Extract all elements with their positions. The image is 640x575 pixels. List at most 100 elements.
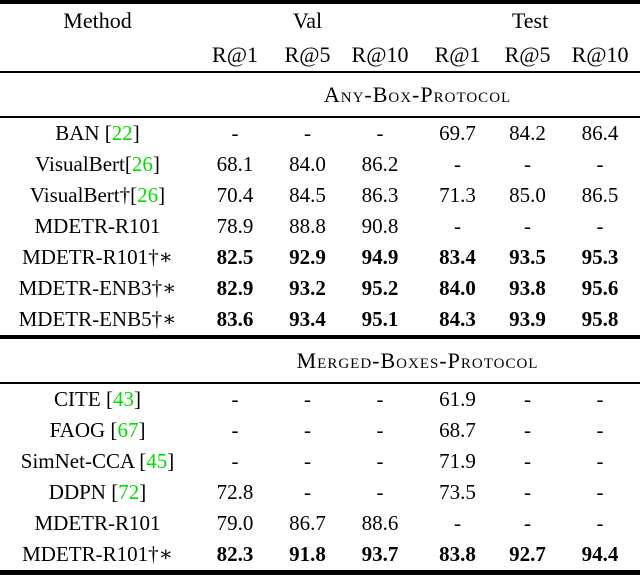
method-name: VisualBert†[ <box>29 183 138 207</box>
method-cell: DDPN [72] <box>0 477 195 508</box>
table-row: MDETR-ENB5†∗ 83.6 93.4 95.1 84.3 93.9 95.8 <box>0 304 640 337</box>
header-metric-row: R@1 R@5 R@10 R@1 R@5 R@10 <box>0 38 640 73</box>
method-cell: FAOG [67] <box>0 415 195 446</box>
method-name-suffix: ] <box>152 152 160 176</box>
metric-value-cell: - <box>231 387 239 411</box>
metric-value-cell: - <box>524 480 532 504</box>
metric-value-cell: 73.5 <box>439 480 476 504</box>
method-name: CITE [ <box>54 387 113 411</box>
metric-value-cell: 71.3 <box>439 183 476 207</box>
citation-link[interactable]: 26 <box>137 183 159 207</box>
metric-value-cell: 83.6 <box>216 307 254 331</box>
metric-value-cell: - <box>596 152 604 176</box>
method-name: VisualBert[ <box>35 152 132 176</box>
method-name: MDETR-R101 <box>34 214 161 238</box>
metric-value-cell: 94.9 <box>361 245 399 269</box>
method-name: MDETR-ENB3†∗ <box>18 276 177 300</box>
section-header-row: Merged-Boxes-Protocol <box>0 335 640 384</box>
metric-value-cell: 85.0 <box>509 183 546 207</box>
header-group-row: Method Val Test <box>0 2 640 38</box>
citation-link[interactable]: 45 <box>146 449 168 473</box>
metric-value-cell: - <box>454 511 462 535</box>
metric-value-cell: 61.9 <box>439 387 476 411</box>
metric-value-cell: 88.6 <box>361 511 399 535</box>
method-name-suffix: ] <box>138 418 146 442</box>
table-row: FAOG [67] - - - 68.7 - - <box>0 415 640 446</box>
method-name: BAN [ <box>55 121 112 145</box>
method-name: MDETR-R101†∗ <box>22 245 173 269</box>
citation-link[interactable]: 26 <box>131 152 153 176</box>
metric-value-cell: 86.2 <box>361 152 399 176</box>
metric-value-cell: - <box>304 387 311 411</box>
metric-value-cell: - <box>454 152 462 176</box>
metric-value-cell: 84.0 <box>439 276 476 300</box>
metric-value-cell: - <box>231 449 239 473</box>
table-row: BAN [22] - - - 69.7 84.2 86.4 <box>0 117 640 149</box>
metric-value-cell: 83.4 <box>439 245 476 269</box>
table-row: MDETR-R101†∗ 82.5 92.9 94.9 83.4 93.5 95.3 <box>0 242 640 273</box>
citation-link[interactable]: 22 <box>111 121 133 145</box>
metric-value-cell: - <box>376 449 384 473</box>
metric-value-cell: 92.9 <box>289 245 326 269</box>
table-row: VisualBert†[26] 70.4 84.5 86.3 71.3 85.0 86.5 <box>0 180 640 211</box>
metric-value-cell: 90.8 <box>361 214 399 238</box>
metric-value-cell: 71.9 <box>439 449 476 473</box>
table-row: MDETR-ENB3†∗ 82.9 93.2 95.2 84.0 93.8 95.6 <box>0 273 640 304</box>
method-name: MDETR-R101 <box>34 511 161 535</box>
citation-link[interactable]: 67 <box>117 418 139 442</box>
method-name-suffix: ] <box>132 121 140 145</box>
metric-value-cell: 88.8 <box>289 214 326 238</box>
metric-value-cell: 93.4 <box>289 307 326 331</box>
citation-link[interactable]: 43 <box>112 387 134 411</box>
metric-value-cell: - <box>454 214 462 238</box>
metric-value-cell: - <box>596 418 604 442</box>
section-header-spacer <box>0 72 195 118</box>
metric-value-cell: - <box>376 121 384 145</box>
metric-value-cell: 68.1 <box>216 152 254 176</box>
method-name-suffix: ] <box>158 183 166 207</box>
metric-value-cell: 91.8 <box>289 542 326 566</box>
metric-value-cell: 93.2 <box>289 276 326 300</box>
metric-header-val-r10: R@10 <box>340 38 421 73</box>
metric-value-cell: 93.9 <box>509 307 546 331</box>
metric-value-cell: - <box>376 418 384 442</box>
metric-value-cell: 86.5 <box>581 183 619 207</box>
metric-value-cell: - <box>524 387 532 411</box>
method-name: MDETR-ENB5†∗ <box>18 307 177 331</box>
metric-value-cell: 69.7 <box>439 121 476 145</box>
metric-value-cell: - <box>304 480 311 504</box>
method-column-header: Method <box>63 8 132 33</box>
method-cell: MDETR-R101†∗ <box>0 242 195 273</box>
method-cell: MDETR-R101 <box>0 508 195 539</box>
metric-value-cell: 92.7 <box>509 542 546 566</box>
citation-link[interactable]: 72 <box>118 480 140 504</box>
metric-value-cell: 95.2 <box>361 276 399 300</box>
table-row: MDETR-R101 79.0 86.7 88.6 - - - <box>0 508 640 539</box>
method-cell: SimNet-CCA [45] <box>0 446 195 477</box>
table-body: Any-Box-Protocol BAN [22] - - -69.7 84.2 86.4 V… <box>0 72 640 573</box>
metric-value-cell: 82.9 <box>216 276 254 300</box>
method-cell: MDETR-ENB5†∗ <box>0 304 195 337</box>
metric-value-cell: 84.0 <box>289 152 326 176</box>
section-header-spacer <box>0 335 195 384</box>
metric-value-cell: - <box>231 418 239 442</box>
method-name: DDPN [ <box>48 480 119 504</box>
section-header-row: Any-Box-Protocol <box>0 72 640 118</box>
method-cell: MDETR-R101†∗ <box>0 539 195 573</box>
table-row: SimNet-CCA [45] - - - 71.9 - - <box>0 446 640 477</box>
metric-value-cell: - <box>524 152 532 176</box>
metric-header-val-r1: R@1 <box>195 38 275 73</box>
metric-value-cell: 79.0 <box>216 511 254 535</box>
metric-value-cell: - <box>596 511 604 535</box>
test-group-header: Test <box>511 8 549 33</box>
metric-value-cell: - <box>304 449 311 473</box>
metric-value-cell: 84.2 <box>509 121 546 145</box>
metric-value-cell: - <box>596 214 604 238</box>
method-cell: VisualBert[26] <box>0 149 195 180</box>
method-cell: VisualBert†[26] <box>0 180 195 211</box>
metric-value-cell: - <box>304 121 311 145</box>
metric-value-cell: 95.1 <box>361 307 399 331</box>
section-title: Any-Box-Protocol <box>195 72 640 118</box>
method-cell: CITE [43] <box>0 383 195 415</box>
